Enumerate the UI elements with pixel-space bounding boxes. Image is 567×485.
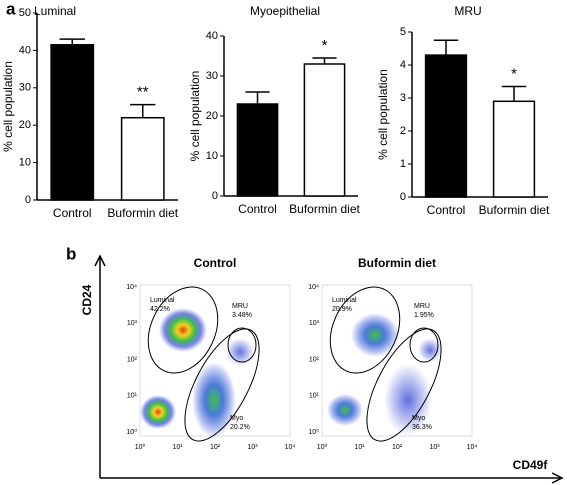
x-tick-label: 10¹ <box>172 444 183 451</box>
y-tick-label: 10⁴ <box>308 284 319 291</box>
gate-percent: 36.3% <box>412 424 432 431</box>
density-cluster <box>384 364 432 436</box>
panel-label: b <box>66 244 76 263</box>
flow-y-label: CD24 <box>80 284 94 315</box>
x-tick-label: 10² <box>392 444 403 451</box>
gate <box>147 286 219 374</box>
y-tick-label: 10⁰ <box>126 428 137 436</box>
x-tick-label: Control <box>427 203 466 217</box>
y-axis-label: % cell population <box>376 69 390 160</box>
y-tick-label: 3 <box>400 92 406 104</box>
gate <box>329 286 401 374</box>
flow-title: Control <box>194 256 237 270</box>
y-tick-label: 40 <box>19 44 31 56</box>
bar <box>236 103 279 197</box>
gate-name: Luminal <box>150 297 175 304</box>
density-cluster <box>351 313 399 357</box>
bar <box>120 116 165 201</box>
x-tick-label: 10¹ <box>354 444 365 451</box>
gate <box>409 327 439 363</box>
y-tick-label: 2 <box>400 125 406 137</box>
density-cluster <box>418 338 442 362</box>
gate-name: Myo <box>412 415 425 422</box>
gate <box>227 327 257 363</box>
bar <box>303 63 346 197</box>
y-tick-label: 5 <box>400 26 406 38</box>
y-tick-label: 10 <box>19 157 31 169</box>
y-tick-label: 10¹ <box>309 393 320 400</box>
y-tick-label: 40 <box>206 30 218 42</box>
gate-percent: 1.95% <box>414 312 434 319</box>
x-tick-label: Control <box>53 206 92 220</box>
gate <box>184 328 260 442</box>
gate-name: MRU <box>414 303 430 310</box>
y-tick-label: 50 <box>19 7 31 19</box>
y-tick-label: 10³ <box>309 320 320 327</box>
x-tick-label: Buformin diet <box>107 206 178 220</box>
y-tick-label: 20 <box>206 110 218 122</box>
gate-name: Myo <box>230 415 243 422</box>
bar <box>50 44 95 201</box>
y-tick-label: 10⁴ <box>126 284 137 291</box>
y-axis-label: % cell population <box>188 71 202 162</box>
flow-x-label: CD49f <box>513 458 549 472</box>
y-tick-label: 10³ <box>127 320 138 327</box>
y-tick-label: 30 <box>206 70 218 82</box>
gate-percent: 20.9% <box>332 306 352 313</box>
significance: * <box>511 65 517 82</box>
y-tick-label: 30 <box>19 82 31 94</box>
x-tick-label: Control <box>238 202 277 216</box>
y-tick-label: 10¹ <box>127 393 138 400</box>
y-tick-label: 0 <box>25 194 31 206</box>
y-tick-label: 10⁰ <box>308 428 319 436</box>
y-tick-label: 1 <box>400 158 406 170</box>
density-cluster <box>192 362 236 438</box>
significance: ** <box>137 84 149 101</box>
y-tick-label: 10² <box>127 356 138 363</box>
flow-axes <box>94 254 564 484</box>
x-tick-label: 10³ <box>429 444 440 451</box>
panel-label: a <box>6 0 16 18</box>
chart-title: Luminal <box>34 4 76 18</box>
flow-title: Buformin diet <box>358 256 436 270</box>
density-cluster <box>226 338 254 366</box>
y-tick-label: 0 <box>400 191 406 203</box>
x-tick-label: 10⁰ <box>135 443 146 451</box>
gate <box>366 328 442 442</box>
chart-title: Myoepithelial <box>250 4 320 18</box>
x-tick-label: 10² <box>210 444 221 451</box>
gate-name: Luminal <box>332 297 357 304</box>
y-axis-label: % cell population <box>1 61 15 152</box>
y-tick-label: 10 <box>206 150 218 162</box>
gate-name: MRU <box>232 303 248 310</box>
x-tick-label: 10⁰ <box>317 443 328 451</box>
y-tick-label: 4 <box>400 59 406 71</box>
bar <box>492 100 536 198</box>
gate-percent: 20.2% <box>230 424 250 431</box>
density-cluster <box>159 308 207 352</box>
x-tick-label: 10³ <box>247 444 258 451</box>
x-tick-label: Buformin diet <box>479 203 550 217</box>
gate-percent: 42.2% <box>150 306 170 313</box>
x-tick-label: Buformin diet <box>289 202 360 216</box>
significance: * <box>322 37 328 54</box>
x-tick-label: 10⁴ <box>285 444 296 451</box>
density-cluster <box>327 394 363 426</box>
y-tick-label: 0 <box>212 190 218 202</box>
plot-frame <box>321 284 473 437</box>
y-tick-label: 20 <box>19 119 31 131</box>
density-cluster <box>140 395 176 429</box>
chart-title: MRU <box>454 4 481 18</box>
x-tick-label: 10⁴ <box>467 444 478 451</box>
bar <box>424 54 468 198</box>
gate-percent: 3.48% <box>232 312 252 319</box>
y-tick-label: 10² <box>309 356 320 363</box>
